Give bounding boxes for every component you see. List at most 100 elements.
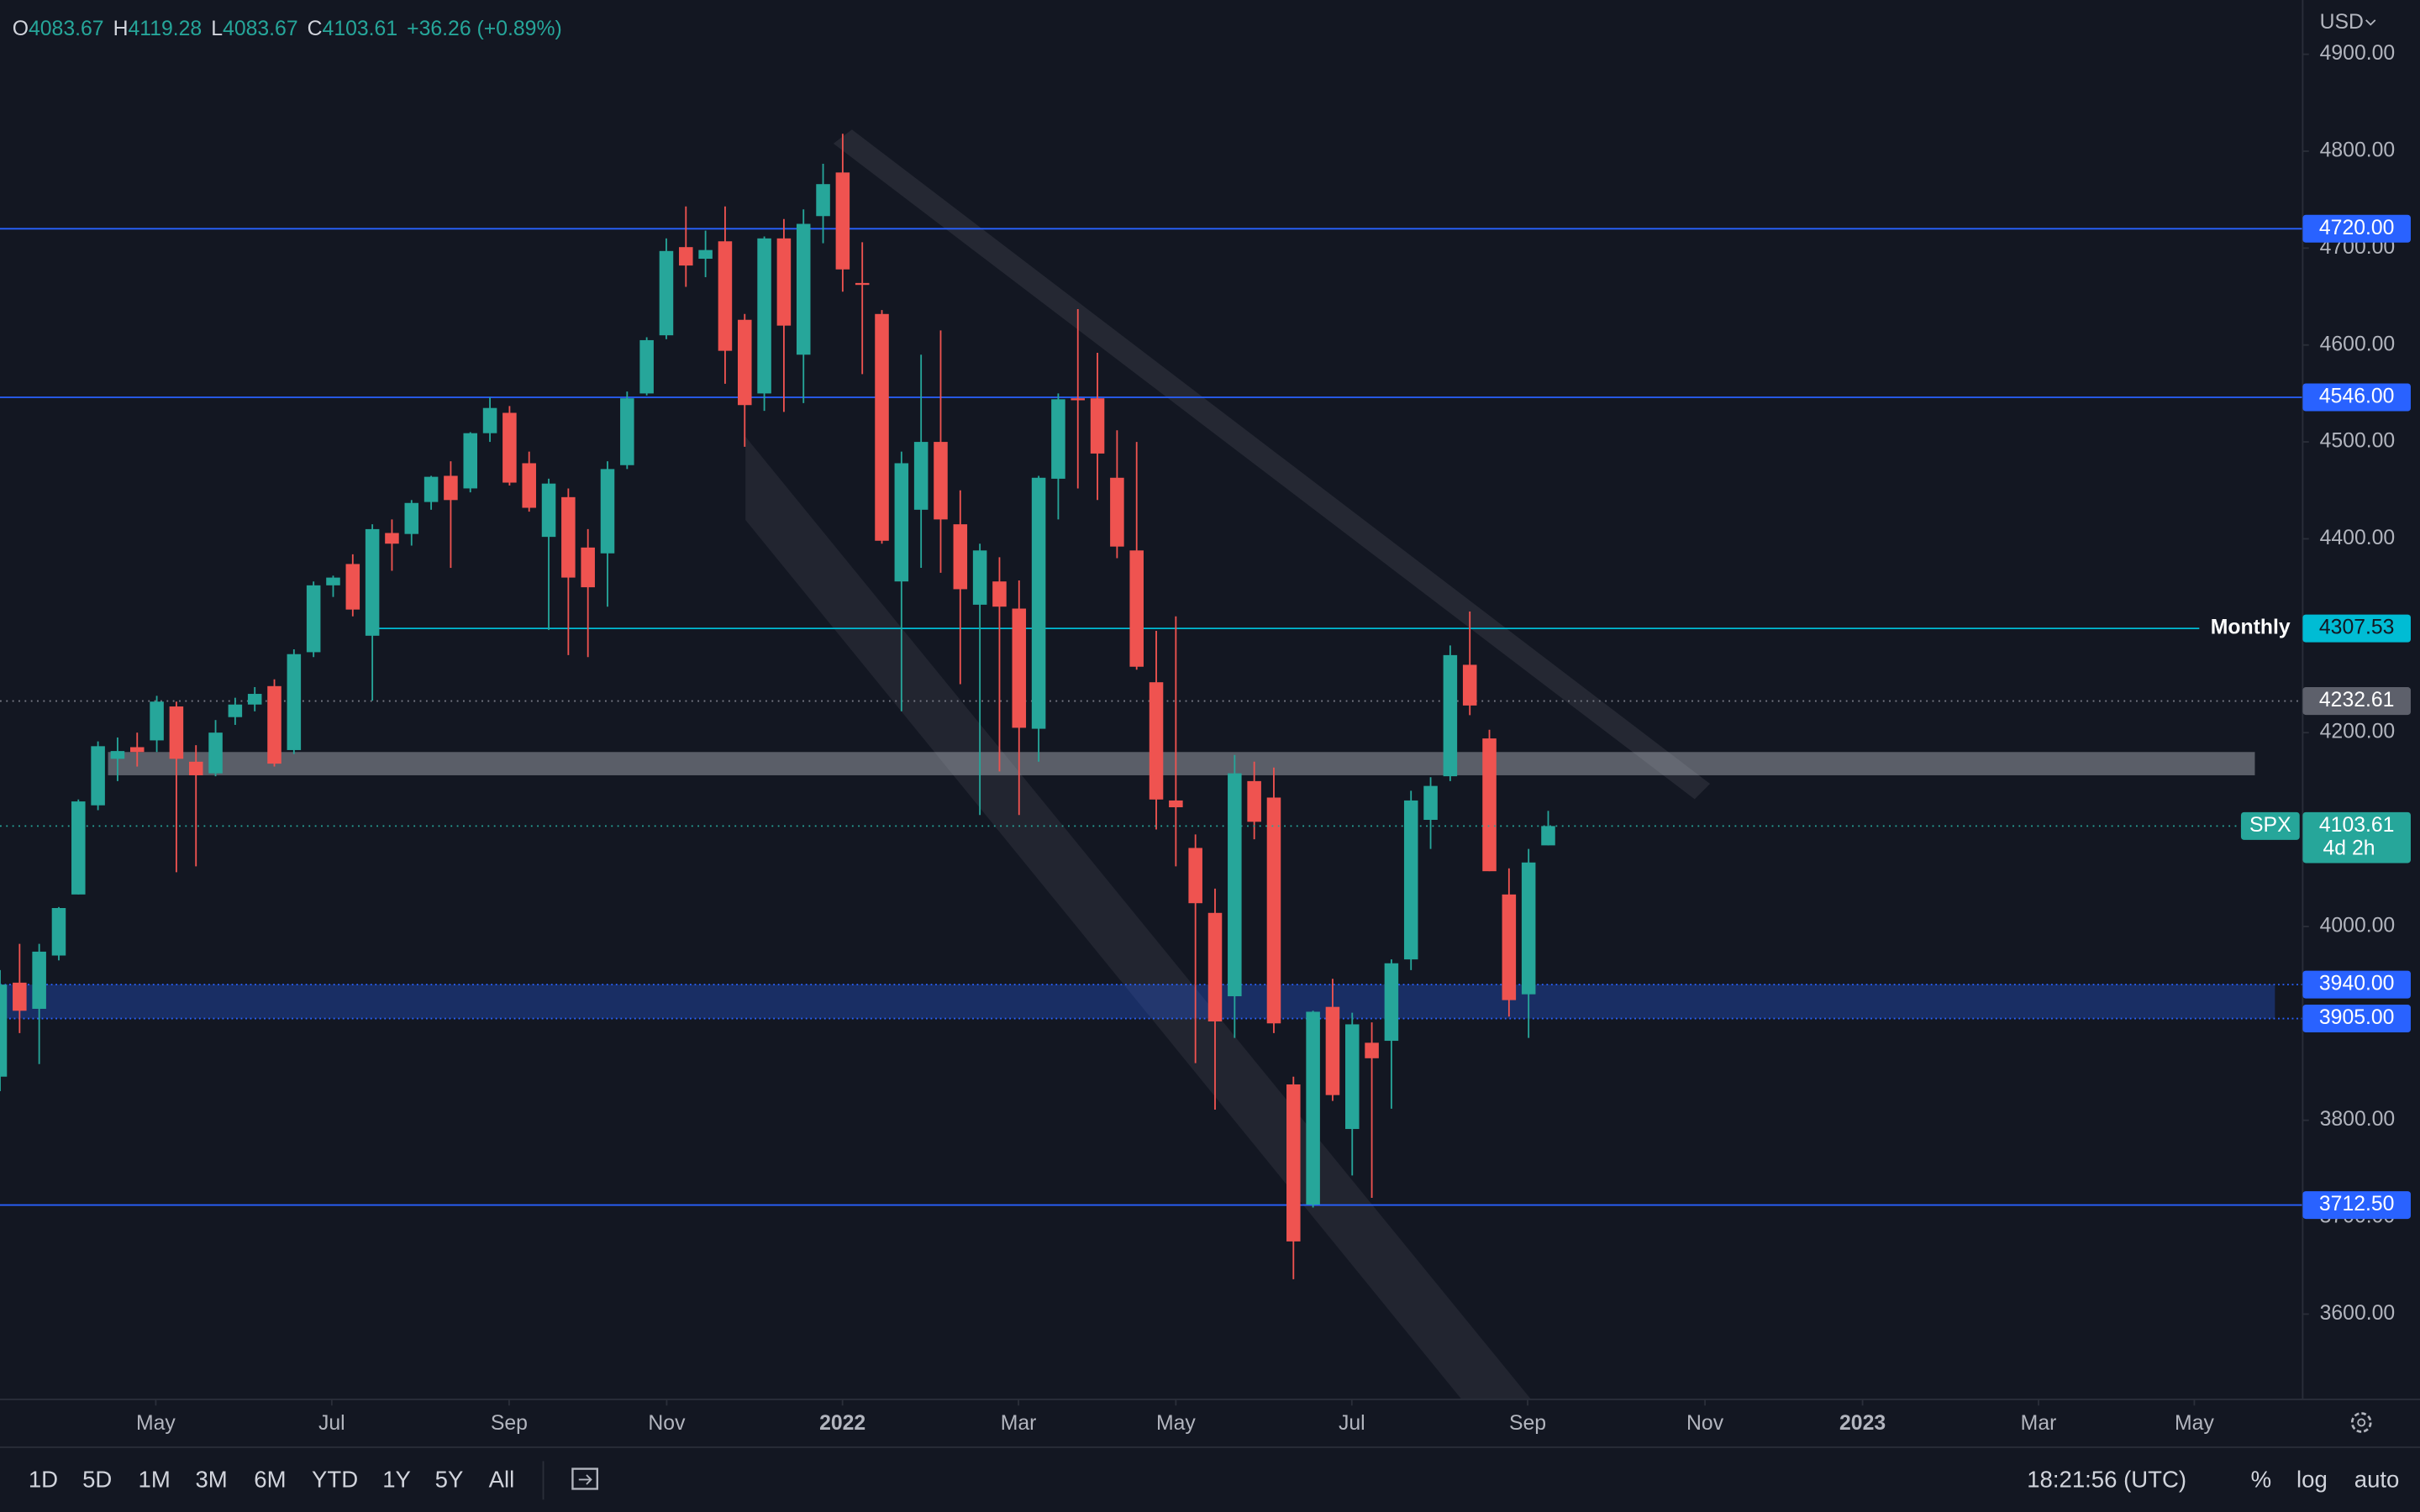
candle-body <box>424 476 439 502</box>
y-tick-label: 4900.00 <box>2320 42 2396 65</box>
candle-body <box>953 524 968 590</box>
x-tick-label: Nov <box>1686 1412 1724 1435</box>
candle-body <box>855 282 870 286</box>
candle-body <box>1247 780 1261 822</box>
candle-body <box>913 442 929 510</box>
candle-body <box>796 223 811 355</box>
candle-body <box>1207 912 1223 1021</box>
candle-body <box>934 442 948 520</box>
chevron-icon <box>2365 19 2376 26</box>
candle-body <box>875 313 889 541</box>
y-tick-label: 4200.00 <box>2320 721 2396 743</box>
candle-body <box>698 249 713 260</box>
candle-body <box>1286 1084 1301 1242</box>
candle-body <box>1031 477 1046 729</box>
range-button[interactable]: YTD <box>312 1467 358 1493</box>
y-tick-label: 4000.00 <box>2320 914 2396 937</box>
range-button[interactable]: 1M <box>139 1467 171 1493</box>
price-label: 3905.00 <box>2319 1006 2395 1029</box>
candle-body <box>600 469 615 554</box>
candle-body <box>1306 1011 1320 1205</box>
zone <box>0 984 2275 1019</box>
y-tick-label: 4500.00 <box>2320 430 2396 453</box>
clock: 18:21:56 (UTC) <box>2027 1467 2186 1493</box>
symbol-label: SPX <box>2249 814 2291 837</box>
candle-body <box>1443 654 1458 777</box>
x-tick-label: 2023 <box>1839 1412 1886 1435</box>
candle-body <box>1090 398 1105 454</box>
candle-body <box>757 238 771 394</box>
x-tick-label: Jul <box>318 1412 345 1435</box>
scale-option[interactable]: log <box>2296 1467 2328 1493</box>
symbol-box <box>2240 811 2300 840</box>
candle-body <box>1482 738 1497 872</box>
candle-body <box>287 654 302 750</box>
currency-selector[interactable]: USD <box>2320 11 2364 34</box>
candle-body <box>1502 894 1517 1000</box>
candle-body <box>581 547 595 588</box>
candle-body <box>1541 826 1555 846</box>
zone <box>108 752 2255 775</box>
toolbar: 18:21:56 (UTC) 1D 5D 1M 3M 6M YTD 1Y 5Y All% log a… <box>29 1461 2400 1500</box>
bar-countdown: 4d 2h <box>2323 837 2375 859</box>
range-button[interactable]: 5Y <box>435 1467 464 1493</box>
candle-body <box>1071 398 1086 401</box>
price-label: 3712.50 <box>2319 1193 2395 1215</box>
range-button[interactable]: All <box>489 1467 515 1493</box>
price-label: 4307.53 <box>2319 617 2395 639</box>
candle-body <box>1149 682 1164 800</box>
range-button[interactable]: 6M <box>254 1467 286 1493</box>
candle-body <box>110 751 125 759</box>
candle-body <box>267 685 281 764</box>
x-tick-label: Mar <box>1001 1412 1037 1435</box>
last-price-label: 4103.61 <box>2319 814 2395 837</box>
x-tick-label: Jul <box>1339 1412 1365 1435</box>
y-tick-label: 4400.00 <box>2320 527 2396 549</box>
candle-body <box>639 339 654 394</box>
candle-body <box>659 250 674 336</box>
candle-body <box>1325 1006 1340 1095</box>
candle-body <box>1266 797 1281 1024</box>
candle-body <box>169 706 184 759</box>
candle-body <box>129 747 145 753</box>
candle-body <box>1365 1042 1379 1058</box>
candle-body <box>1344 1024 1360 1130</box>
scale-option[interactable]: auto <box>2354 1467 2400 1493</box>
candle-body <box>444 475 458 501</box>
price-label-box <box>2302 687 2411 716</box>
candle-body <box>816 184 830 217</box>
candle-body <box>718 241 733 351</box>
scale-option[interactable]: % <box>2251 1467 2272 1493</box>
range-button[interactable]: 5D <box>82 1467 112 1493</box>
level-name: Monthly <box>2211 617 2291 639</box>
candle-body <box>502 412 517 483</box>
candle-body <box>188 761 203 775</box>
price-label-box <box>2302 383 2411 412</box>
settings-icon[interactable] <box>2350 1412 2372 1433</box>
candle-body <box>345 564 360 610</box>
range-button[interactable]: 1Y <box>382 1467 411 1493</box>
candle-body <box>51 908 66 956</box>
candle-body <box>150 701 164 741</box>
y-tick-label: 4800.00 <box>2320 139 2396 162</box>
candle-body <box>541 483 556 538</box>
price-label-box <box>2302 1004 2411 1033</box>
candle-body <box>365 528 380 636</box>
range-button[interactable]: 3M <box>195 1467 227 1493</box>
x-tick-label: Sep <box>1509 1412 1546 1435</box>
candle-body <box>32 951 46 1009</box>
candle-body <box>972 550 987 605</box>
y-tick-label: 3800.00 <box>2320 1108 2396 1131</box>
price-label-box <box>2302 614 2411 643</box>
candle-body <box>992 581 1007 607</box>
price-label: 4232.61 <box>2319 689 2395 711</box>
candle-body <box>1462 664 1477 706</box>
candle-body <box>1110 477 1124 547</box>
candle-body <box>1051 399 1065 479</box>
price-label: 4720.00 <box>2319 217 2395 239</box>
date-range-icon[interactable] <box>571 1467 599 1490</box>
range-button[interactable]: 1D <box>29 1467 58 1493</box>
ohlc-header: O4083.67 H4119.28 L4083.67 C4103.61 +36.26 (… <box>13 17 562 39</box>
